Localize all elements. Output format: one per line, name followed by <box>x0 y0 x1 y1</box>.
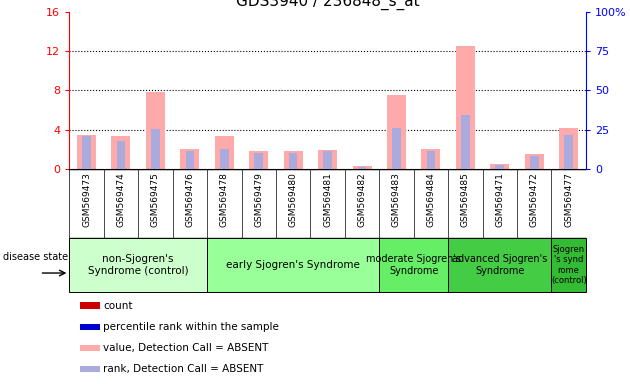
Bar <box>559 127 578 169</box>
Text: GSM569481: GSM569481 <box>323 172 332 227</box>
Text: moderate Sjogren's
Syndrome: moderate Sjogren's Syndrome <box>366 254 461 276</box>
Text: GSM569478: GSM569478 <box>220 172 229 227</box>
Bar <box>392 127 401 169</box>
Bar <box>255 153 263 169</box>
Bar <box>427 151 435 169</box>
Bar <box>530 156 539 169</box>
Bar <box>353 166 372 169</box>
Text: GSM569471: GSM569471 <box>495 172 504 227</box>
Text: GSM569484: GSM569484 <box>427 172 435 227</box>
Bar <box>151 129 159 169</box>
Bar <box>490 164 509 169</box>
Text: percentile rank within the sample: percentile rank within the sample <box>103 322 279 332</box>
Text: GSM569480: GSM569480 <box>289 172 297 227</box>
Bar <box>525 154 544 169</box>
Bar <box>318 150 337 169</box>
Text: GSM569472: GSM569472 <box>530 172 539 227</box>
Bar <box>146 92 165 169</box>
Bar <box>448 238 551 292</box>
Bar <box>220 149 229 169</box>
Text: disease state: disease state <box>3 252 68 262</box>
Text: advanced Sjogren's
Syndrome: advanced Sjogren's Syndrome <box>452 254 547 276</box>
Bar <box>79 324 100 330</box>
Text: value, Detection Call = ABSENT: value, Detection Call = ABSENT <box>103 343 268 353</box>
Text: non-Sjogren's
Syndrome (control): non-Sjogren's Syndrome (control) <box>88 254 188 276</box>
Bar <box>456 46 475 169</box>
Text: GSM569479: GSM569479 <box>255 172 263 227</box>
Bar <box>180 149 199 169</box>
Text: GSM569475: GSM569475 <box>151 172 160 227</box>
Bar <box>207 238 379 292</box>
Bar <box>551 238 586 292</box>
Text: Sjogren
's synd
rome
(control): Sjogren 's synd rome (control) <box>551 245 587 285</box>
Title: GDS3940 / 236848_s_at: GDS3940 / 236848_s_at <box>236 0 420 10</box>
Text: GSM569485: GSM569485 <box>461 172 470 227</box>
Bar <box>79 345 100 351</box>
Bar <box>185 151 194 169</box>
Bar <box>82 136 91 169</box>
Text: GSM569477: GSM569477 <box>564 172 573 227</box>
Bar <box>79 303 100 309</box>
Bar <box>564 134 573 169</box>
Bar <box>77 134 96 169</box>
Text: GSM569474: GSM569474 <box>117 172 125 227</box>
Text: GSM569473: GSM569473 <box>82 172 91 227</box>
Bar <box>421 149 440 169</box>
Bar <box>323 151 332 169</box>
Bar <box>79 366 100 372</box>
Bar <box>289 153 297 169</box>
Bar <box>112 136 130 169</box>
Bar <box>117 141 125 169</box>
Bar <box>69 238 207 292</box>
Bar <box>387 95 406 169</box>
Bar <box>284 151 302 169</box>
Bar <box>461 115 469 169</box>
Text: early Sjogren's Syndrome: early Sjogren's Syndrome <box>226 260 360 270</box>
Bar <box>495 165 504 169</box>
Bar <box>215 136 234 169</box>
Bar <box>358 167 366 169</box>
Bar <box>379 238 448 292</box>
Text: rank, Detection Call = ABSENT: rank, Detection Call = ABSENT <box>103 364 263 374</box>
Text: GSM569483: GSM569483 <box>392 172 401 227</box>
Text: GSM569482: GSM569482 <box>358 172 367 227</box>
Text: GSM569476: GSM569476 <box>185 172 194 227</box>
Bar <box>249 151 268 169</box>
Text: count: count <box>103 301 133 311</box>
